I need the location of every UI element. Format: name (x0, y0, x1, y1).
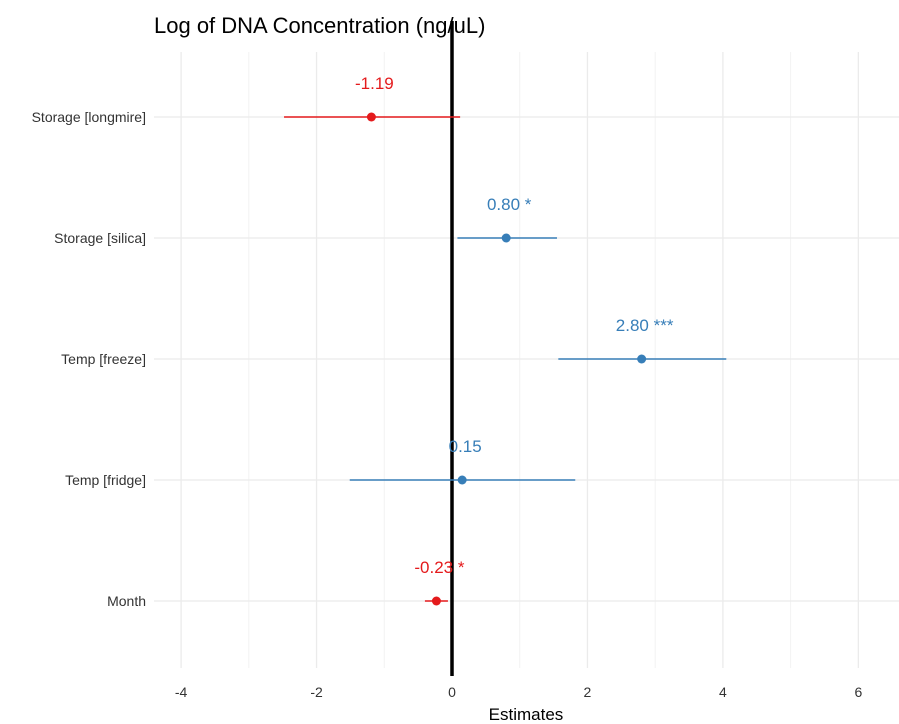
estimate-value-label: 0.15 (449, 437, 482, 456)
estimate-value-label: -1.19 (355, 74, 394, 93)
estimate-point (366, 112, 376, 122)
x-axis-label: Estimates (489, 705, 564, 724)
term-label: Temp [fridge] (65, 472, 146, 488)
x-tick-label: 2 (584, 684, 592, 700)
estimate-point (457, 475, 467, 485)
grid-lines (154, 52, 899, 668)
estimate-marks: -1.19 0.80 * 2.80 *** 0.15 -0.23 * (284, 74, 727, 606)
estimate-value-label: 2.80 *** (616, 316, 674, 335)
x-tick-label: 4 (719, 684, 727, 700)
x-tick-label: 0 (448, 684, 456, 700)
term-label: Month (107, 593, 146, 609)
term-label: Storage [longmire] (32, 109, 146, 125)
estimate-point (501, 233, 511, 243)
x-tick-label: -2 (310, 684, 323, 700)
estimate-value-label: 0.80 * (487, 195, 532, 214)
estimate-value-label: -0.23 * (414, 558, 464, 577)
term-rows: Storage [longmire] Storage [silica] Temp [… (32, 109, 146, 609)
estimate-point (431, 596, 441, 606)
chart-title: Log of DNA Concentration (ng/uL) (154, 13, 485, 38)
estimate-point (637, 354, 647, 364)
x-tick-labels: -4 -2 0 2 4 6 (175, 684, 863, 700)
x-tick-label: -4 (175, 684, 188, 700)
term-label: Temp [freeze] (61, 351, 146, 367)
term-label: Storage [silica] (54, 230, 146, 246)
x-tick-label: 6 (854, 684, 862, 700)
